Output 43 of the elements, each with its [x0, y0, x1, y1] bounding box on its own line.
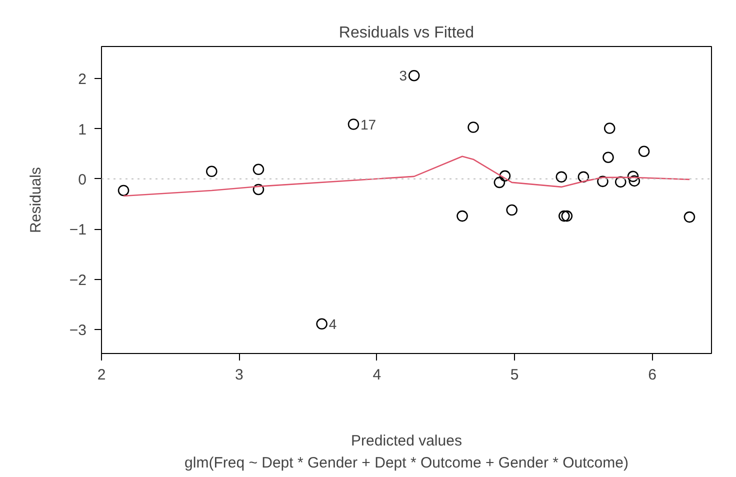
point	[602, 152, 614, 163]
point	[506, 204, 518, 216]
y-axis-title: Residuals	[27, 167, 44, 233]
point	[118, 184, 130, 196]
line-series	[122, 156, 690, 197]
x-tick-label: 4	[372, 366, 382, 384]
y-tick-label: −3	[69, 322, 87, 339]
text: glm(Freq ~ Dept * Gender + Dept * Outcome + Gender * Outcome)	[184, 454, 628, 472]
point	[628, 175, 640, 187]
point	[597, 176, 608, 188]
x-tick-label: 6	[648, 366, 656, 384]
y-tick-label: 2	[78, 71, 86, 88]
annotation: 4	[328, 316, 337, 332]
point	[578, 171, 590, 183]
annotation: 3	[399, 68, 408, 84]
point	[638, 146, 650, 157]
point	[499, 170, 511, 182]
x-axis-title: Predicted values	[351, 432, 462, 450]
chart-title: Residuals vs Fitted	[338, 24, 474, 42]
x-tick-label: 2	[97, 366, 106, 384]
point	[561, 210, 573, 222]
annotation: 17	[360, 116, 376, 132]
point	[494, 176, 506, 188]
point	[316, 318, 328, 330]
point	[252, 184, 264, 196]
point	[408, 70, 420, 82]
y-tick-label: −1	[69, 222, 87, 239]
x-tick-label: 5	[510, 366, 519, 384]
point	[468, 122, 479, 133]
point	[627, 170, 639, 182]
y-tick-label: −2	[69, 272, 87, 289]
point	[558, 210, 570, 222]
y-tick-label: 0	[78, 171, 86, 188]
point	[556, 171, 568, 183]
point	[456, 210, 468, 222]
point	[252, 164, 264, 176]
point	[604, 122, 616, 134]
point	[684, 211, 696, 223]
point	[348, 118, 360, 130]
point	[614, 176, 626, 188]
point	[206, 166, 218, 178]
x-tick-label: 3	[235, 366, 244, 384]
y-tick-label: 1	[78, 121, 86, 138]
